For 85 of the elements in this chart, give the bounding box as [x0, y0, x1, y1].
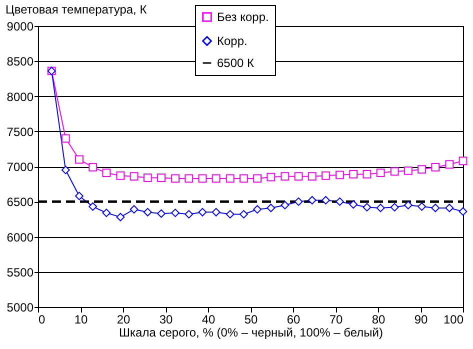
point — [336, 197, 344, 206]
point — [184, 210, 194, 218]
point — [61, 134, 70, 143]
point — [239, 210, 248, 218]
point — [184, 174, 194, 183]
point — [280, 172, 290, 181]
point — [349, 200, 358, 209]
point — [404, 200, 412, 210]
x-axis-title: Шкала серого, % (0% – черный, 100% – белый) — [119, 326, 383, 340]
point — [266, 172, 276, 182]
point — [390, 167, 399, 176]
point — [157, 174, 166, 182]
point — [130, 205, 138, 214]
point — [226, 174, 234, 183]
point — [458, 156, 468, 166]
point — [308, 172, 316, 181]
point — [431, 204, 440, 212]
point — [376, 204, 385, 212]
point — [226, 210, 234, 218]
point — [88, 202, 98, 211]
point — [418, 165, 426, 174]
point — [102, 168, 111, 178]
x-tick-label: 20 — [116, 312, 130, 326]
legend-label: 6500 К — [217, 56, 254, 70]
point — [253, 174, 262, 183]
y-tick-label: 6000 — [6, 230, 34, 244]
point — [143, 208, 152, 216]
point — [418, 202, 426, 211]
point — [376, 168, 385, 178]
point — [212, 208, 220, 216]
y-tick-label: 7500 — [6, 124, 34, 139]
point — [171, 174, 180, 183]
point — [212, 174, 220, 183]
point — [239, 174, 248, 183]
point — [198, 174, 207, 183]
legend-label: Без корр. — [217, 10, 269, 24]
point — [130, 172, 138, 181]
point — [349, 170, 358, 178]
point — [431, 162, 440, 172]
point — [75, 192, 84, 200]
point — [88, 162, 98, 172]
y-tick-label: 9000 — [6, 20, 34, 34]
point — [171, 208, 180, 218]
point — [116, 171, 125, 180]
point — [198, 208, 207, 216]
point — [294, 172, 303, 181]
y-tick-label: 5500 — [6, 265, 34, 280]
x-tick-label: 40 — [202, 312, 216, 326]
x-tick-label: 30 — [159, 312, 173, 326]
y-tick-label: 8000 — [6, 90, 34, 104]
point — [157, 209, 166, 218]
x-tick-label: 80 — [372, 312, 386, 326]
point — [390, 203, 399, 212]
point — [308, 196, 316, 204]
point — [61, 166, 70, 174]
x-tick-label: 60 — [286, 312, 300, 326]
y-axis-title: Цветовая температура, К — [6, 2, 147, 16]
point — [116, 212, 125, 222]
y-tick-label: 7000 — [6, 160, 34, 174]
x-tick-label: 90 — [414, 312, 428, 326]
point — [362, 203, 372, 212]
x-tick-label: 10 — [74, 312, 88, 326]
x-tick-label: 50 — [244, 312, 258, 326]
point — [445, 160, 454, 169]
point — [404, 166, 412, 175]
point — [322, 196, 330, 204]
y-tick-label: 8500 — [6, 54, 34, 69]
point — [294, 197, 303, 206]
legend-label: Корр. — [217, 34, 248, 48]
point — [458, 207, 468, 216]
point — [362, 170, 372, 178]
x-tick-label: 100 — [443, 312, 464, 326]
y-tick-label: 5000 — [6, 300, 34, 314]
point — [322, 171, 330, 180]
point — [266, 204, 276, 212]
point — [253, 205, 262, 214]
point — [75, 155, 84, 164]
point — [336, 170, 344, 180]
x-tick-label: 0 — [38, 312, 46, 326]
point — [143, 174, 152, 182]
point — [280, 200, 290, 210]
x-tick-label: 70 — [329, 312, 343, 326]
point — [102, 208, 111, 218]
y-tick-label: 6500 — [6, 195, 34, 210]
point — [445, 204, 454, 212]
